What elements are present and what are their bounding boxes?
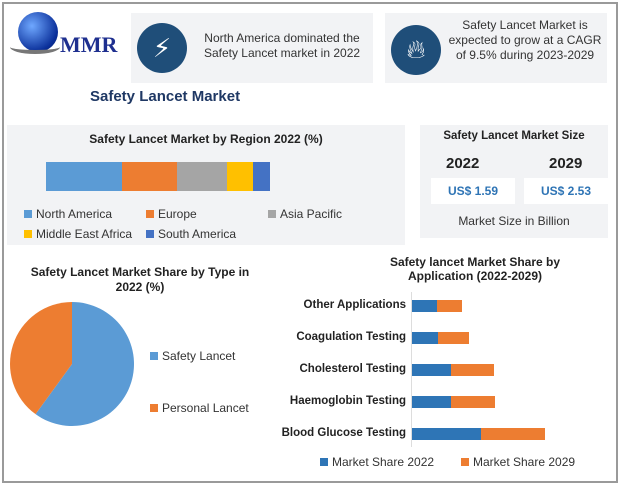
year-2022: 2022 — [446, 155, 480, 172]
region-bar-segment — [226, 162, 253, 191]
category-label: Blood Glucose Testing — [281, 427, 406, 439]
category-label: Other Applications — [303, 299, 406, 311]
legend-swatch — [268, 210, 276, 218]
legend-label: Middle East Africa — [36, 227, 133, 241]
application-bar-2029 — [438, 332, 469, 344]
mmr-logo: MMR — [10, 12, 125, 60]
flame-icon: 🔥︎ — [391, 25, 441, 75]
legend-label: Asia Pacific — [280, 207, 343, 221]
legend-label: Safety Lancet — [162, 349, 236, 363]
application-bar-2022 — [412, 332, 438, 344]
legend-label: South America — [158, 227, 237, 241]
legend-swatch — [24, 230, 32, 238]
region-bar-segment — [46, 162, 123, 191]
market-size-title: Safety Lancet Market Size — [443, 130, 585, 142]
legend-item: Market Share 2029 — [461, 455, 575, 469]
legend-label: Market Share 2029 — [473, 455, 576, 469]
region-bar-segment — [122, 162, 178, 191]
infographic-frame — [2, 2, 618, 483]
page-title: Safety Lancet Market — [90, 88, 241, 105]
legend-swatch — [24, 210, 32, 218]
category-label: Haemoglobin Testing — [289, 395, 406, 407]
application-bar-2029 — [451, 396, 495, 408]
info-card-text: Safety Lancet Market is expected to grow… — [448, 18, 602, 62]
legend-swatch — [320, 458, 328, 466]
logo-text: MMR — [60, 32, 118, 57]
pie-slice — [35, 302, 134, 426]
legend-swatch — [461, 458, 469, 466]
region-bar-segment — [252, 162, 270, 191]
legend-swatch — [150, 404, 158, 412]
application-bar-2022 — [412, 396, 451, 408]
info-card-region: ⚡︎ North America dominated the Safety La… — [131, 13, 373, 83]
swoosh-icon — [10, 40, 60, 54]
application-bar-2029 — [451, 364, 494, 376]
legend-item: Safety Lancet — [150, 349, 235, 363]
region-bar-segment — [177, 162, 227, 191]
legend-item: Asia Pacific — [268, 207, 342, 221]
legend-label: Personal Lancet — [162, 401, 249, 415]
legend-item: Market Share 2022 — [320, 455, 434, 469]
axis-line — [411, 292, 412, 447]
legend-item: South America — [146, 227, 236, 241]
region-chart-title: Safety Lancet Market by Region 2022 (%) — [89, 132, 323, 146]
lightning-icon: ⚡︎ — [137, 23, 187, 73]
legend-item: Europe — [146, 207, 197, 221]
legend-label: North America — [36, 207, 113, 221]
year-2029: 2029 — [549, 155, 583, 172]
info-card-cagr: 🔥︎ Safety Lancet Market is expected to g… — [385, 13, 607, 83]
legend-swatch — [150, 352, 158, 360]
pie-slice — [10, 302, 73, 415]
category-label: Coagulation Testing — [296, 331, 406, 343]
type-pie-chart — [10, 302, 134, 426]
legend-label: Market Share 2022 — [332, 455, 435, 469]
application-chart-title: Safety lancet Market Share by Applicatio… — [389, 255, 561, 283]
value-2029: US$ 2.53 — [524, 178, 608, 204]
application-bar-2022 — [412, 300, 437, 312]
legend-swatch — [146, 230, 154, 238]
value-2022: US$ 1.59 — [431, 178, 515, 204]
market-size-note: Market Size in Billion — [458, 214, 570, 228]
application-bar-2022 — [412, 364, 451, 376]
application-bar-2022 — [412, 428, 481, 440]
type-chart-title: Safety Lancet Market Share by Type in 20… — [30, 265, 250, 294]
legend-label: Europe — [158, 207, 197, 221]
legend-swatch — [146, 210, 154, 218]
legend-item: North America — [24, 207, 112, 221]
application-bar-2029 — [481, 428, 545, 440]
legend-item: Personal Lancet — [150, 401, 249, 415]
region-stacked-bar — [46, 162, 270, 191]
info-card-text: North America dominated the Safety Lance… — [203, 31, 361, 60]
application-bar-2029 — [437, 300, 462, 312]
legend-item: Middle East Africa — [24, 227, 132, 241]
category-label: Cholesterol Testing — [299, 363, 407, 375]
